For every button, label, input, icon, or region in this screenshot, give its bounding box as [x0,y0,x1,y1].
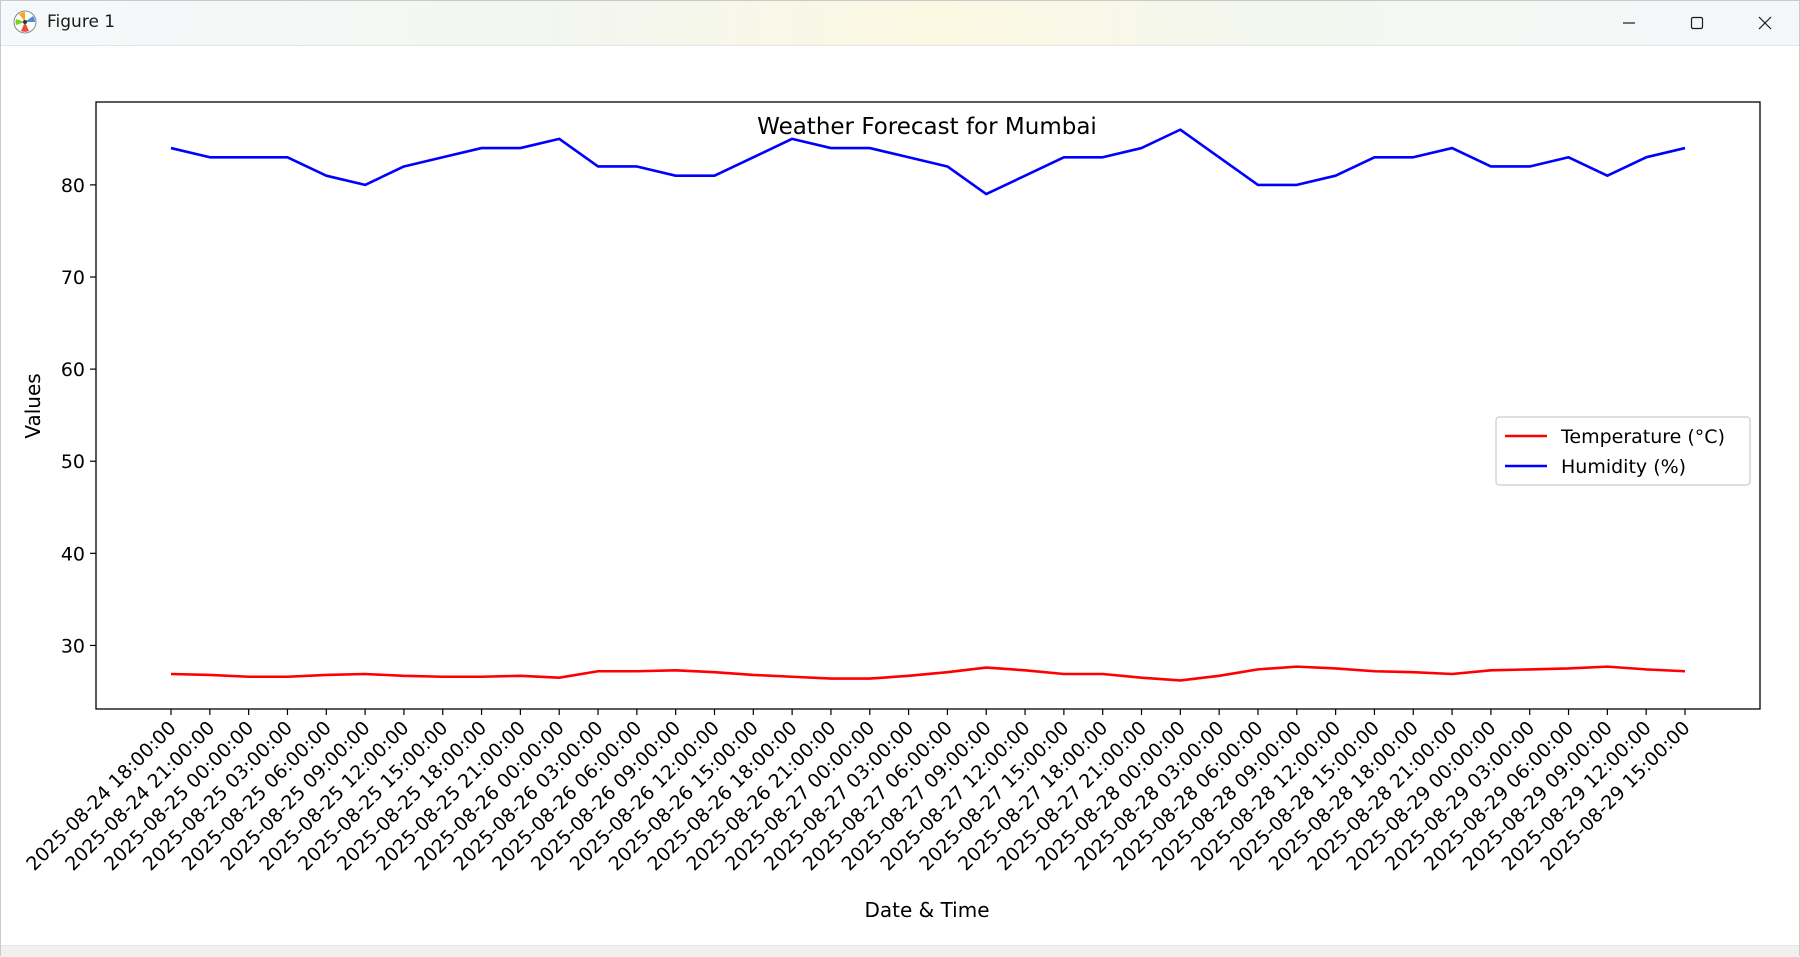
minimize-button[interactable] [1595,1,1663,45]
minimize-icon [1623,22,1635,24]
legend-label: Temperature (°C) [1560,426,1725,448]
series-line-temperature [170,665,1686,682]
window-title: Figure 1 [47,12,116,32]
legend: Temperature (°C) Humidity (%) [1495,416,1751,486]
title-bar[interactable]: Figure 1 [1,1,1799,46]
y-tick-label: 30 [61,635,85,657]
y-tick-label: 60 [61,359,85,381]
plot-area: Weather Forecast for Mumbai 30 40 50 60 70 80… [1,46,1799,946]
y-tick-label: 50 [61,451,85,473]
series-line-humidity [170,128,1686,196]
axes-frame [95,101,1761,710]
line-chart: Weather Forecast for Mumbai 30 40 50 60 70 80… [21,101,1761,922]
x-axis-label: Date & Time [864,898,989,922]
close-button[interactable] [1731,1,1799,45]
chart-title: Weather Forecast for Mumbai [757,114,1097,140]
legend-box [1495,416,1751,486]
y-tick-label: 70 [61,267,85,289]
close-icon [1758,16,1772,30]
maximize-button[interactable] [1663,1,1731,45]
y-tick-label: 80 [61,175,85,197]
status-bar [1,945,1799,957]
legend-label: Humidity (%) [1561,456,1686,478]
series-layer [170,128,1686,682]
y-tick-label: 40 [61,543,85,565]
maximize-icon [1690,16,1704,30]
matplotlib-icon [13,10,37,34]
y-axis-label: Values [21,373,45,438]
y-axis: 30 40 50 60 70 80 [61,175,96,657]
